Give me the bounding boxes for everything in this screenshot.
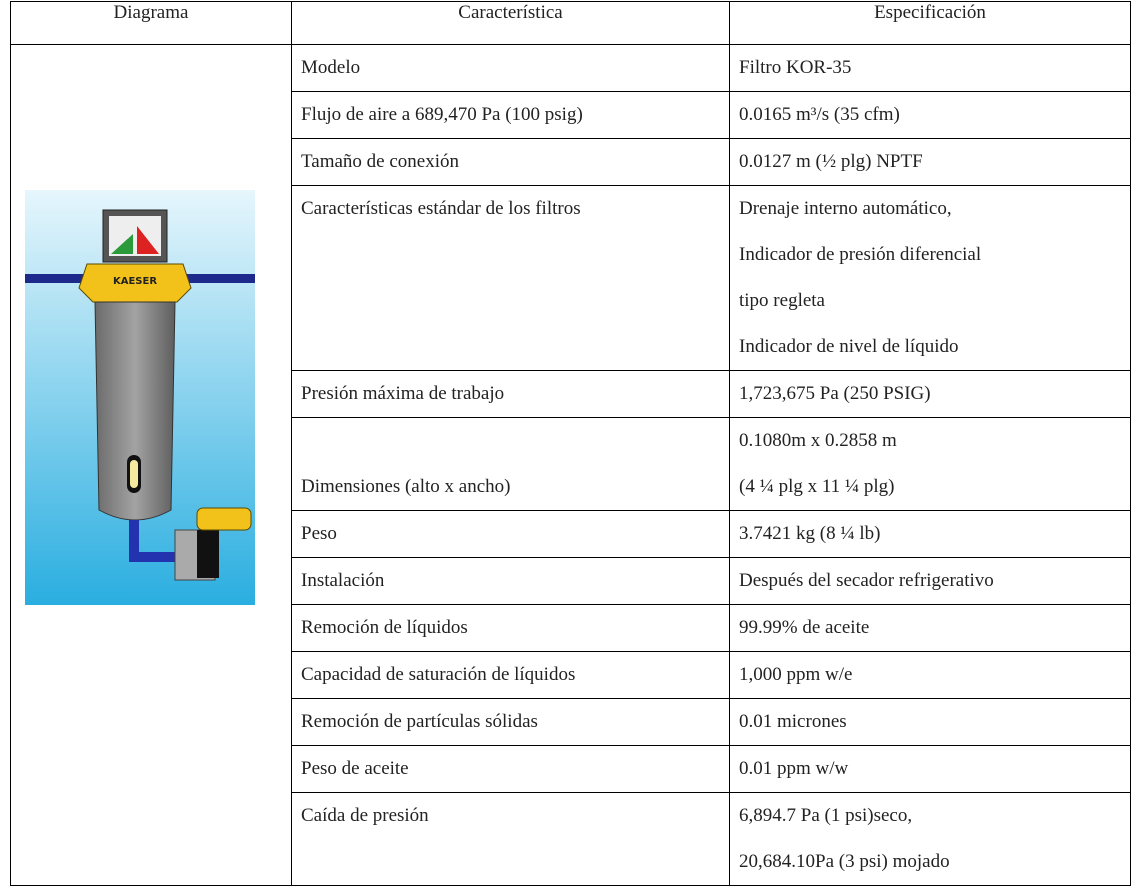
header-cell: Especificación [729, 1, 1131, 45]
spec-line: Indicador de nivel de líquido [739, 336, 959, 357]
table-row: Instalación Después del secador refrigera… [11, 557, 1131, 605]
feature-cell: Dimensiones (alto x ancho) [291, 417, 730, 511]
diagram-cell: KAESER [10, 44, 292, 886]
table-row: Presión máxima de trabajo 1,723,675 Pa (2… [11, 370, 1131, 418]
feature-cell: Instalación [291, 557, 730, 605]
feature-cell: Caída de presión [291, 792, 730, 886]
spec-line: 0.01 ppm w/w [739, 758, 849, 779]
feature-text: Instalación [301, 570, 385, 591]
table-row: Remoción de líquidos 99.99% de aceite [11, 604, 1131, 652]
feature-text: Modelo [301, 57, 361, 78]
feature-cell: Presión máxima de trabajo [291, 370, 730, 418]
feature-text: Presión máxima de trabajo [301, 383, 505, 404]
spec-line: 0.0165 m³/s (35 cfm) [739, 104, 900, 125]
feature-text: Dimensiones (alto x ancho) [301, 476, 511, 497]
spec-line: 0.1080m x 0.2858 m [739, 430, 897, 451]
spec-line: 20,684.10Pa (3 psi) mojado [739, 851, 950, 872]
spec-cell: 0.01 ppm w/w [729, 745, 1131, 793]
spec-cell: 0.1080m x 0.2858 m (4 ¼ plg x 11 ¼ plg) [729, 417, 1131, 511]
spec-line: Filtro KOR-35 [739, 57, 852, 78]
spec-cell: 0.0165 m³/s (35 cfm) [729, 91, 1131, 139]
spec-line: Después del secador refrigerativo [739, 570, 994, 591]
spec-line: 1,000 ppm w/e [739, 664, 853, 685]
table-body: KAESER Modelo Filtro KOR-35 Flujo de aire … [10, 44, 1131, 886]
spec-cell: 1,000 ppm w/e [729, 651, 1131, 699]
feature-text: Remoción de líquidos [301, 617, 468, 638]
spec-cell: 3.7421 kg (8 ¼ lb) [729, 510, 1131, 558]
spec-line: 6,894.7 Pa (1 psi)seco, [739, 805, 913, 826]
svg-text:KAESER: KAESER [113, 276, 157, 287]
feature-cell: Peso de aceite [291, 745, 730, 793]
spec-line: 1,723,675 Pa (250 PSIG) [739, 383, 931, 404]
spec-cell: Filtro KOR-35 [729, 44, 1131, 92]
feature-text: Peso [301, 523, 337, 544]
spec-line: Indicador de presión diferencial [739, 244, 982, 265]
table-row: Características estándar de los filtros D… [11, 185, 1131, 371]
spec-table: Diagrama Característica Especificación K… [10, 1, 1131, 886]
spec-cell: 6,894.7 Pa (1 psi)seco, 20,684.10Pa (3 ps… [729, 792, 1131, 886]
spec-cell: 0.0127 m (½ plg) NPTF [729, 138, 1131, 186]
table-row: Dimensiones (alto x ancho) 0.1080m x 0.28… [11, 417, 1131, 511]
feature-cell: Remoción de partículas sólidas [291, 698, 730, 746]
spec-line: 0.01 micrones [739, 711, 847, 732]
filter-diagram: KAESER [25, 190, 255, 605]
spec-cell: Después del secador refrigerativo [729, 557, 1131, 605]
header-cell: Diagrama [10, 1, 292, 45]
feature-text: Caída de presión [301, 805, 429, 826]
table-row: Remoción de partículas sólidas 0.01 micro… [11, 698, 1131, 746]
spec-line: (4 ¼ plg x 11 ¼ plg) [739, 476, 895, 497]
spec-line: 3.7421 kg (8 ¼ lb) [739, 523, 881, 544]
spec-line: 0.0127 m (½ plg) NPTF [739, 151, 923, 172]
feature-cell: Modelo [291, 44, 730, 92]
spec-cell: 99.99% de aceite [729, 604, 1131, 652]
spec-line: 99.99% de aceite [739, 617, 870, 638]
feature-cell: Flujo de aire a 689,470 Pa (100 psig) [291, 91, 730, 139]
header-row: Diagrama Característica Especificación [10, 1, 1131, 45]
feature-cell: Características estándar de los filtros [291, 185, 730, 371]
feature-text: Características estándar de los filtros [301, 198, 581, 219]
spec-cell: Drenaje interno automático, Indicador de … [729, 185, 1131, 371]
spec-cell: 1,723,675 Pa (250 PSIG) [729, 370, 1131, 418]
spec-line: Drenaje interno automático, [739, 198, 952, 219]
feature-text: Capacidad de saturación de líquidos [301, 664, 576, 685]
feature-cell: Tamaño de conexión [291, 138, 730, 186]
table-row: KAESER Modelo Filtro KOR-35 [10, 44, 1131, 886]
feature-cell: Remoción de líquidos [291, 604, 730, 652]
table-row: Caída de presión 6,894.7 Pa (1 psi)seco, 2… [11, 792, 1131, 886]
table-row: Flujo de aire a 689,470 Pa (100 psig) 0.0… [11, 91, 1131, 139]
spec-cell: 0.01 micrones [729, 698, 1131, 746]
feature-text: Flujo de aire a 689,470 Pa (100 psig) [301, 104, 583, 125]
feature-cell: Peso [291, 510, 730, 558]
feature-cell: Capacidad de saturación de líquidos [291, 651, 730, 699]
header-cell: Característica [291, 1, 730, 45]
spec-line: tipo regleta [739, 290, 825, 311]
feature-text: Remoción de partículas sólidas [301, 711, 538, 732]
table-row: Peso 3.7421 kg (8 ¼ lb) [11, 510, 1131, 558]
feature-text: Peso de aceite [301, 758, 409, 779]
feature-text: Tamaño de conexión [301, 151, 460, 172]
table-row: Tamaño de conexión 0.0127 m (½ plg) NPTF [11, 138, 1131, 186]
